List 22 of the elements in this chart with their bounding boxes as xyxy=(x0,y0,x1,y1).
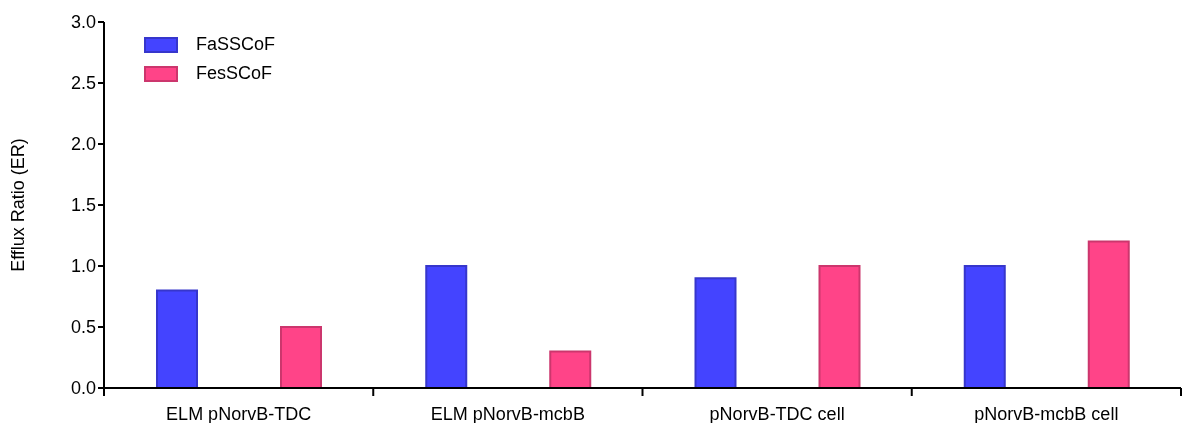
bar xyxy=(156,289,198,388)
y-tick-label: 0.0 xyxy=(70,378,96,399)
x-tick-label: ELM pNorvB-mcbB xyxy=(430,404,585,423)
y-tick-label: 1.0 xyxy=(70,256,96,277)
y-tick-label: 2.0 xyxy=(70,134,96,155)
y-tick-label: 1.5 xyxy=(70,195,96,216)
bar xyxy=(963,265,1006,388)
bar xyxy=(694,277,737,388)
y-tick-label: 2.5 xyxy=(70,73,96,94)
bar xyxy=(280,326,322,388)
legend-label: FaSSCoF xyxy=(196,34,276,55)
bar xyxy=(425,265,468,388)
y-tick-label: 3.0 xyxy=(70,12,96,33)
y-tick-label: 0.5 xyxy=(70,317,96,338)
x-tick-label: pNorvB-mcbB cell xyxy=(974,404,1119,423)
x-tick-label: pNorvB-TDC cell xyxy=(709,404,845,423)
x-tick-label: ELM pNorvB-TDC xyxy=(166,404,312,423)
legend-label: FesSCoF xyxy=(196,63,273,84)
bar xyxy=(1087,240,1130,388)
y-axis-title: Efflux Ratio (ER) xyxy=(8,138,29,272)
bar xyxy=(818,265,861,388)
bar xyxy=(549,350,592,388)
